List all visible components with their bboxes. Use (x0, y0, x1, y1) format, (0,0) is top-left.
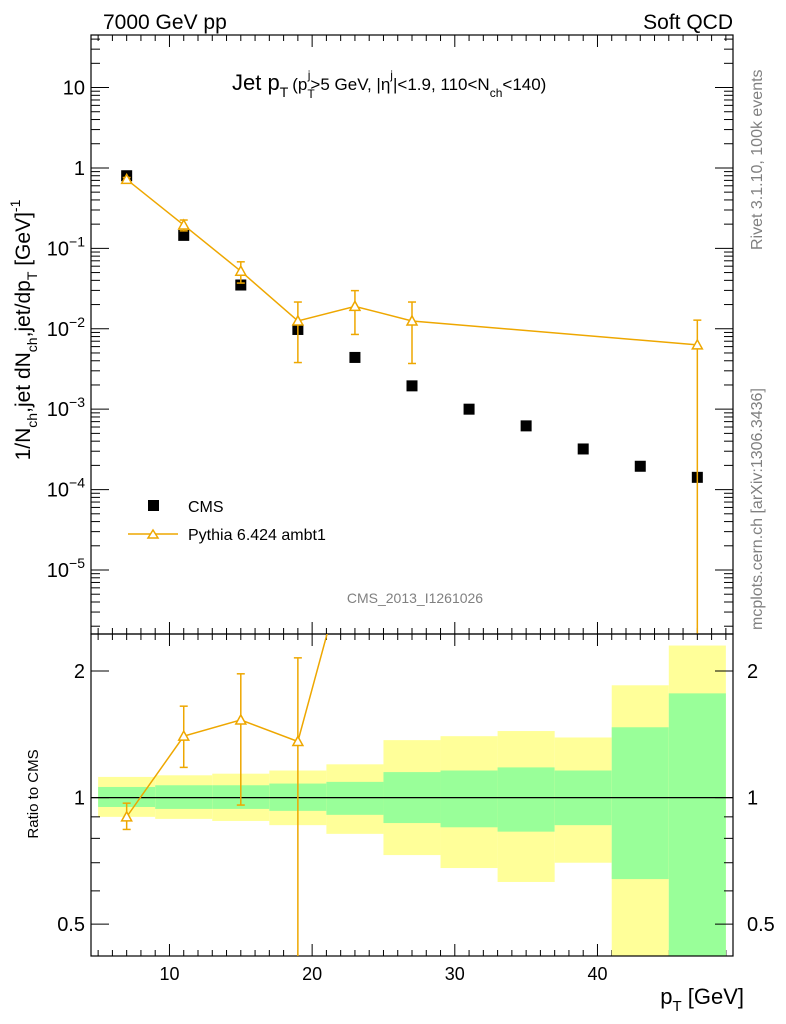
ratio-panel: 10 20 30 40 0.5 0.5 1 1 2 2 (57, 526, 775, 984)
x-tick-label: 10 (159, 964, 179, 984)
cms-data-point (577, 443, 589, 455)
y-tick-label: 10−3 (47, 394, 85, 421)
legend-marker-mc (146, 528, 160, 539)
x-tick-label: 30 (445, 964, 465, 984)
ratio-mc-data-point (177, 729, 191, 741)
ratio-band-inner (326, 781, 384, 815)
x-axis-label: pT [GeV] (660, 984, 744, 1015)
ratio-y-tick-label-right: 0.5 (747, 914, 775, 936)
x-tick-label: 20 (302, 964, 322, 984)
main-panel: 10−5 10−4 10−3 10−2 10−1 1 10 (47, 34, 734, 956)
ratio-frame (90, 633, 734, 957)
cms-data-point (178, 229, 190, 241)
x-tick-label: 40 (587, 964, 607, 984)
cms-data-point (520, 420, 532, 432)
cms-data-point (406, 380, 418, 392)
y-tick-label: 1 (74, 158, 85, 180)
header-left-title: 7000 GeV pp (103, 11, 227, 34)
cms-data-point (634, 460, 646, 472)
side-site-label: mcplots.cern.ch [arXiv:1306.3436] (749, 388, 766, 630)
cms-data-point (463, 403, 475, 415)
ratio-y-tick-label-right: 1 (747, 788, 758, 810)
mc-data-point (177, 218, 191, 230)
y-axis-label-ratio: Ratio to CMS (25, 749, 42, 838)
plot-title: Jet pT (pTj>5 GeV, |ηj|<1.9, 110<Nch<140) (232, 68, 546, 101)
y-tick-label: 10−1 (47, 233, 85, 260)
ratio-y-tick-label-left: 2 (74, 661, 85, 683)
y-tick-label: 10−4 (47, 475, 85, 502)
ratio-band-inner (668, 693, 726, 956)
mc-data-point (120, 172, 133, 185)
ratio-mc-data-point (234, 713, 248, 725)
mc-data-point (405, 314, 419, 326)
y-tick-label: 10−2 (47, 314, 85, 341)
y-tick-label: 10−5 (47, 555, 85, 582)
ratio-y-tick-label-left: 0.5 (57, 914, 85, 936)
ratio-band-inner (98, 786, 156, 807)
ratio-band-inner (497, 767, 555, 832)
ratio-band-inner (440, 770, 498, 828)
ratio-y-tick-label-right: 2 (747, 661, 758, 683)
ratio-mc-data-point (350, 526, 360, 535)
ratio-mc-data-point (120, 810, 133, 822)
legend-marker-cms (148, 500, 159, 511)
ratio-y-tick-label-left: 1 (74, 788, 85, 810)
ratio-mc-data-point (291, 734, 305, 747)
legend: CMS Pythia 6.424 ambt1 (128, 499, 326, 544)
header-right-title: Soft QCD (643, 11, 733, 34)
mc-data-point (691, 338, 704, 350)
mc-data-point (291, 314, 305, 326)
ratio-mc-group (120, 526, 360, 956)
cms-data-point (235, 279, 247, 291)
legend-label-cms: CMS (188, 499, 224, 516)
mc-data-point (234, 264, 248, 276)
y-axis-label-main: 1/Nch,jet dNch,jet/dpT [GeV]-1 (7, 199, 40, 460)
ratio-band-inner (611, 727, 669, 880)
legend-label-mc: Pythia 6.424 ambt1 (188, 527, 326, 544)
side-rivet-label: Rivet 3.1.10, 100k events (749, 69, 766, 250)
cms-data-point (349, 351, 361, 363)
analysis-id: CMS_2013_I1261026 (347, 590, 483, 606)
mc-data-point (348, 299, 362, 312)
y-tick-label: 10 (63, 78, 85, 100)
